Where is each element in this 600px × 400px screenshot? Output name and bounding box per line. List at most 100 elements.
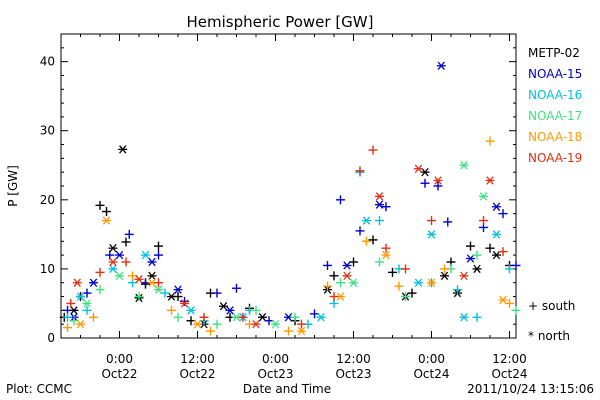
north-marker — [102, 216, 111, 225]
legend-entry: NOAA-16 — [528, 88, 582, 102]
north-marker — [251, 319, 261, 329]
north-marker — [147, 271, 157, 281]
south-marker — [440, 264, 449, 274]
south-marker — [121, 257, 131, 267]
north-marker — [498, 295, 508, 305]
north-marker — [459, 161, 469, 170]
north-marker — [436, 61, 446, 71]
south-marker — [336, 278, 345, 288]
north-marker — [115, 250, 124, 260]
north-marker — [414, 278, 423, 287]
y-tick-label: 0 — [47, 331, 55, 345]
north-marker — [479, 192, 488, 201]
legend-entry: NOAA-18 — [528, 130, 582, 144]
south-marker — [394, 281, 404, 291]
south-marker — [433, 181, 443, 191]
south-marker — [505, 264, 514, 274]
south-marker — [238, 312, 248, 322]
north-marker — [108, 264, 118, 274]
x-tick-time-label: 12:00 — [336, 352, 371, 366]
south-marker — [66, 298, 76, 308]
north-marker — [472, 264, 482, 274]
south-marker — [323, 281, 332, 291]
south-marker — [134, 292, 144, 302]
south-marker — [89, 312, 98, 322]
north-marker — [297, 326, 306, 336]
x-tick-date-label: Oct23 — [257, 367, 293, 381]
south-marker — [124, 229, 134, 239]
north-marker — [219, 301, 228, 311]
south-marker — [212, 319, 222, 329]
legend-entry: NOAA-19 — [528, 151, 582, 165]
south-marker — [368, 145, 378, 155]
north-marker — [118, 145, 128, 154]
north-marker — [173, 285, 183, 294]
north-marker — [141, 250, 150, 260]
north-marker — [115, 271, 124, 281]
plot-markers — [59, 61, 521, 336]
north-marker — [349, 278, 358, 287]
south-marker — [121, 237, 131, 247]
north-marker — [167, 292, 176, 301]
south-marker — [82, 305, 92, 315]
south-marker — [375, 216, 384, 226]
south-marker — [95, 285, 105, 295]
south-marker — [381, 202, 391, 212]
south-marker — [323, 260, 332, 270]
south-marker — [154, 241, 163, 251]
north-marker — [427, 230, 436, 239]
marker-legend: + south * north — [528, 299, 575, 343]
x-axis-label: Date and Time — [243, 382, 331, 396]
north-marker — [89, 278, 98, 287]
y-tick-label: 30 — [40, 124, 55, 138]
north-marker — [492, 250, 501, 260]
south-marker — [329, 292, 339, 302]
south-marker — [154, 250, 163, 260]
north-marker — [316, 313, 326, 322]
south-marker — [63, 323, 72, 333]
south-marker — [336, 195, 345, 205]
north-marker — [466, 254, 475, 263]
south-marker — [466, 241, 475, 251]
south-marker — [453, 285, 462, 295]
x-tick-date-label: Oct22 — [179, 367, 215, 381]
south-marker — [284, 326, 293, 336]
north-marker — [108, 243, 118, 253]
legend-entry: METP-02 — [528, 46, 580, 60]
south-marker — [154, 278, 163, 288]
south-marker — [251, 305, 261, 315]
y-tick-label: 20 — [40, 193, 55, 207]
north-marker — [76, 292, 85, 301]
south-marker — [167, 305, 176, 315]
legend-entry: NOAA-15 — [528, 67, 582, 81]
south-marker — [232, 283, 241, 293]
marker-legend-entry: + south — [528, 299, 575, 313]
south-marker — [388, 267, 397, 277]
north-marker — [375, 200, 384, 209]
south-marker — [297, 319, 306, 329]
north-marker — [180, 299, 189, 308]
north-marker — [427, 278, 436, 287]
south-marker — [63, 312, 72, 322]
x-tick-time-label: 12:00 — [180, 352, 215, 366]
y-axis-label: P [GW] — [6, 165, 20, 207]
south-marker — [329, 271, 339, 281]
x-tick-date-label: Oct22 — [101, 367, 137, 381]
plot-frame — [60, 33, 517, 339]
south-marker — [401, 264, 410, 274]
south-marker — [427, 216, 436, 226]
south-marker — [472, 312, 482, 322]
x-tick-time-label: 0:00 — [418, 352, 445, 366]
south-marker — [472, 250, 482, 260]
x-tick-time-label: 12:00 — [492, 352, 527, 366]
south-marker — [511, 260, 521, 270]
south-marker — [180, 296, 189, 306]
south-marker — [498, 209, 508, 219]
south-marker — [368, 235, 378, 245]
north-marker — [342, 271, 352, 281]
south-marker — [212, 288, 222, 298]
north-marker — [271, 319, 280, 329]
south-marker — [102, 207, 111, 217]
y-tick-label: 10 — [40, 262, 55, 276]
